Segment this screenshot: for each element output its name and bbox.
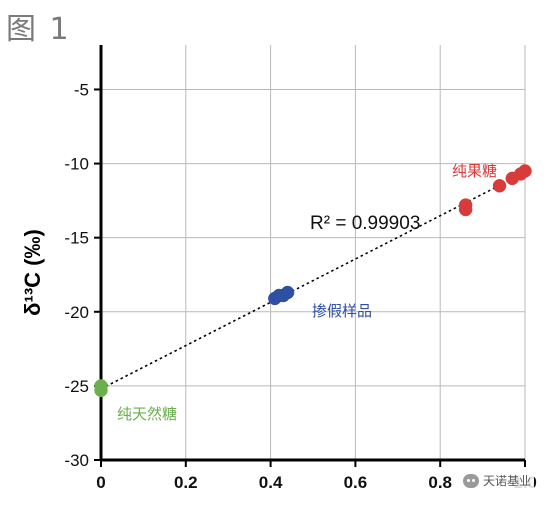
y-axis-label: δ¹³C (‰) — [20, 229, 45, 316]
series-label-fructose: 纯果糖 — [452, 162, 497, 180]
y-tick-label: -20 — [64, 303, 89, 322]
x-tick-label: 0.6 — [344, 473, 368, 492]
chat-bubble-icon — [463, 473, 479, 488]
y-tick-label: -5 — [74, 80, 89, 99]
data-point — [518, 164, 532, 178]
grid-lines — [101, 45, 526, 461]
fit-line-layer — [100, 171, 526, 390]
data-point — [458, 202, 473, 217]
series-label-adulterated: 掺假样品 — [312, 302, 372, 320]
series-label-natural: 纯天然糖 — [117, 405, 177, 423]
data-point — [280, 285, 295, 300]
axes — [94, 45, 526, 467]
chart-text: -30-25-20-15-10-500.20.40.60.81.0δ¹³C (‰… — [20, 80, 537, 492]
watermark-badge: 天诺基业 — [460, 471, 535, 490]
y-tick-label: -30 — [64, 451, 89, 470]
x-tick-label: 0.4 — [259, 473, 283, 492]
y-tick-label: -15 — [64, 229, 89, 248]
r-squared-label: R² = 0.99903 — [310, 213, 420, 234]
watermark-text: 天诺基业 — [483, 474, 532, 488]
data-point — [492, 179, 507, 193]
x-tick-label: 0.2 — [174, 473, 198, 492]
y-tick-label: -25 — [64, 377, 89, 396]
data-points — [94, 164, 532, 398]
x-tick-label: 0.8 — [428, 473, 452, 492]
x-tick-label: 0 — [96, 473, 105, 492]
figure-label: 图 1 — [6, 12, 71, 47]
y-tick-label: -10 — [64, 155, 89, 174]
data-point — [94, 383, 108, 398]
regression-fit-line — [100, 171, 526, 390]
